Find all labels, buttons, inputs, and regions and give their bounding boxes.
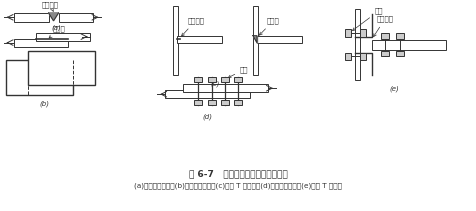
- Bar: [252, 6, 258, 75]
- Bar: [14, 39, 69, 47]
- Bar: [380, 51, 388, 57]
- Bar: [28, 51, 95, 85]
- Bar: [359, 53, 365, 61]
- Polygon shape: [252, 36, 257, 43]
- Bar: [36, 33, 90, 41]
- Bar: [380, 33, 388, 39]
- Text: 连接角钢: 连接角钢: [373, 15, 393, 37]
- Bar: [194, 100, 202, 105]
- Bar: [59, 13, 93, 22]
- Bar: [344, 53, 350, 61]
- Text: (c): (c): [210, 80, 219, 87]
- Bar: [208, 100, 216, 105]
- Bar: [234, 77, 241, 82]
- Bar: [354, 9, 359, 80]
- Bar: [173, 6, 178, 75]
- Bar: [165, 90, 249, 98]
- Text: (e): (e): [389, 85, 398, 92]
- Bar: [220, 77, 228, 82]
- Text: 角焊缝: 角焊缝: [49, 25, 65, 38]
- Bar: [395, 33, 403, 39]
- Text: 螺栓: 螺栓: [352, 8, 382, 31]
- Text: (a): (a): [51, 25, 61, 31]
- Text: 对接焊缝: 对接焊缝: [41, 2, 59, 11]
- Bar: [257, 36, 301, 43]
- Bar: [183, 84, 268, 92]
- Polygon shape: [49, 13, 59, 21]
- Bar: [177, 36, 222, 43]
- Bar: [359, 29, 365, 37]
- Text: 图 6-7   钢板的焊缝连接与螺栓连接: 图 6-7 钢板的焊缝连接与螺栓连接: [188, 170, 287, 179]
- Bar: [208, 77, 216, 82]
- Bar: [14, 13, 49, 22]
- Bar: [28, 61, 73, 95]
- Bar: [194, 77, 202, 82]
- Bar: [395, 51, 403, 57]
- Bar: [371, 40, 446, 50]
- Text: 对接焊缝: 对接焊缝: [181, 18, 204, 36]
- Bar: [6, 61, 73, 95]
- Bar: [234, 100, 241, 105]
- Bar: [220, 100, 228, 105]
- Text: (d): (d): [202, 113, 212, 120]
- Text: (b): (b): [40, 100, 50, 107]
- Text: (a)焊缝对接连接；(b)焊缝搭接连接；(c)焊缝 T 形连接；(d)螺栓搭接连接；(e)螺栓 T 形连接: (a)焊缝对接连接；(b)焊缝搭接连接；(c)焊缝 T 形连接；(d)螺栓搭接连…: [134, 183, 341, 189]
- Text: 角焊缝: 角焊缝: [259, 18, 279, 35]
- Bar: [344, 29, 350, 37]
- Text: 螺栓: 螺栓: [228, 66, 248, 78]
